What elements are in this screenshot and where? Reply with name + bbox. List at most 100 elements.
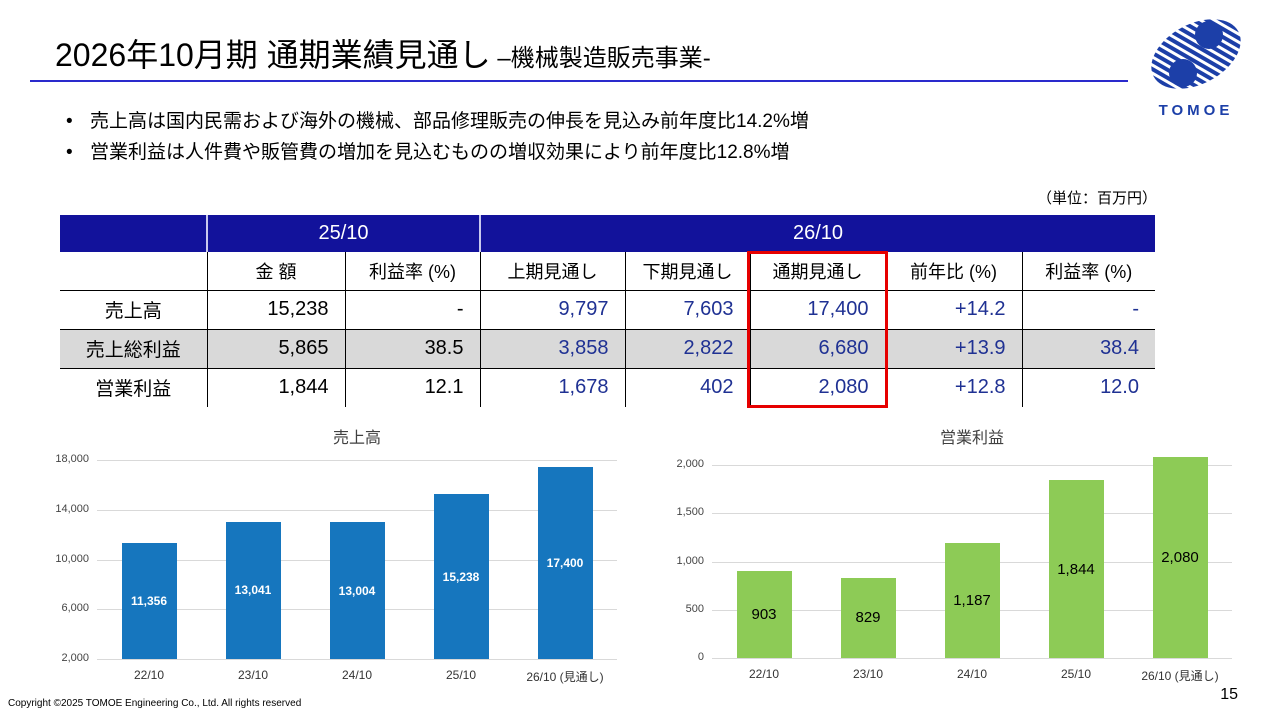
table-cell: 1,678	[479, 367, 625, 407]
table-cell: -	[344, 290, 480, 329]
x-tick-label: 25/10	[445, 668, 477, 682]
logo-wordmark: TOMOE	[1158, 102, 1234, 119]
x-tick-label: 23/10	[237, 668, 269, 682]
bar-value-label: 17,400	[546, 556, 584, 571]
bar-value-label: 903	[751, 605, 777, 623]
col-header: 利益率 (%)	[344, 252, 480, 291]
table-cell: 38.4	[1021, 328, 1155, 368]
bar-value-label: 1,844	[1057, 560, 1095, 578]
table-corner-cell	[60, 252, 207, 291]
table-row: 売上総利益 5,865 38.5 3,858 2,822 6,680 +13.9…	[60, 328, 1155, 368]
col-header: 前年比 (%)	[884, 252, 1022, 291]
x-tick-label: 23/10	[852, 667, 884, 681]
copyright-text: Copyright ©2025 TOMOE Engineering Co., L…	[8, 698, 302, 709]
bullet-icon: •	[66, 111, 73, 132]
col-header: 下期見通し	[624, 252, 750, 291]
summary-bullets: • 売上高は国内民需および海外の機械、部品修理販売の伸長を見込み前年度比14.2…	[66, 106, 809, 168]
table-cell: 12.0	[1021, 367, 1155, 407]
col-header: 利益率 (%)	[1021, 252, 1155, 291]
slide-title-sub: –機械製造販売事業-	[490, 45, 711, 72]
bullet-icon: •	[66, 142, 73, 163]
table-cell: 5,865	[206, 328, 345, 368]
bar: 903	[736, 570, 792, 658]
table-cell: 2,822	[624, 328, 750, 368]
bar: 829	[840, 578, 896, 658]
bar: 15,238	[433, 494, 489, 659]
y-tick-label: 0	[697, 651, 704, 663]
sales-bar-chart: 売上高 2,000 6,000 10,000 14,000 18,000 11,356 22…	[35, 423, 635, 695]
y-tick-label: 2,000	[61, 652, 89, 664]
financial-table: 25/10 26/10 金 額 利益率 (%) 上期見通し 下期見通し 通期見通…	[60, 215, 1155, 407]
company-logo: TOMOE	[1142, 14, 1250, 119]
table-group-header-row: 25/10 26/10	[60, 215, 1155, 252]
bar: 2,080	[1152, 457, 1208, 658]
table-cell: 7,603	[624, 290, 750, 329]
col-header: 通期見通し	[749, 252, 885, 291]
x-tick-label: 25/10	[1060, 667, 1092, 681]
unit-note: （単位：百万円）	[1036, 190, 1157, 207]
operating-profit-bar-chart: 営業利益 0 500 1,000 1,500 2,000 903 22/10 829 23/10…	[650, 423, 1250, 695]
y-tick-label: 6,000	[61, 602, 89, 615]
table-cell: 17,400	[749, 290, 885, 329]
bar-value-label: 15,238	[442, 569, 480, 584]
row-label: 営業利益	[60, 367, 207, 407]
table-cell: 1,844	[206, 367, 345, 407]
y-tick-label: 1,000	[676, 554, 704, 567]
title-underline	[30, 80, 1128, 82]
bar-value-label: 829	[855, 609, 881, 627]
table-cell: 12.1	[344, 367, 480, 407]
gridline	[712, 658, 1232, 659]
table-cell: +13.9	[884, 328, 1022, 368]
bar: 1,844	[1048, 480, 1104, 658]
x-tick-label: 26/10 (見通し)	[526, 670, 604, 684]
y-tick-label: 10,000	[55, 552, 89, 565]
chart-title: 売上高	[332, 430, 381, 447]
table-cell: -	[1021, 290, 1155, 329]
x-tick-label: 26/10 (見通し)	[1141, 669, 1219, 683]
row-label: 売上高	[104, 301, 162, 322]
x-tick-label: 24/10	[956, 667, 988, 681]
row-label: 売上総利益	[60, 328, 207, 368]
chart-title: 営業利益	[939, 430, 1004, 447]
table-row: 売上高 15,238 - 9,797 7,603 17,400 +14.2 -	[60, 290, 1155, 329]
bullet-text: 営業利益は人件費や販管費の増加を見込むものの増収効果により前年度比12.8%増	[90, 142, 790, 163]
y-tick-label: 500	[685, 602, 704, 615]
table-cell: 9,797	[479, 290, 625, 329]
bar-value-label: 1,187	[953, 592, 991, 610]
gridline	[712, 513, 1232, 515]
x-tick-label: 22/10	[133, 668, 165, 682]
table-column-header-row: 金 額 利益率 (%) 上期見通し 下期見通し 通期見通し 前年比 (%) 利益…	[60, 252, 1155, 291]
y-tick-label: 14,000	[55, 502, 89, 515]
bar: 11,356	[121, 542, 177, 659]
table-cell: 402	[624, 367, 750, 407]
bar-value-label: 2,080	[1161, 549, 1199, 567]
bullet-text: 売上高は国内民需および海外の機械、部品修理販売の伸長を見込み前年度比14.2%増	[90, 111, 809, 132]
page-number: 15	[1220, 686, 1238, 703]
gridline	[97, 509, 617, 511]
bar-value-label: 13,004	[338, 583, 376, 598]
gridline	[97, 659, 617, 660]
table-cell: 6,680	[749, 328, 885, 368]
table-cell: 2,080	[749, 367, 885, 407]
slide-title: 2026年10月期 通期業績見通し –機械製造販売事業-	[55, 30, 711, 76]
col-header: 上期見通し	[479, 252, 625, 291]
group-header: 26/10	[479, 215, 1155, 252]
bullet-item: • 営業利益は人件費や販管費の増加を見込むものの増収効果により前年度比12.8%…	[66, 137, 809, 168]
bar-value-label: 11,356	[130, 593, 168, 608]
slide-title-main: 2026年10月期 通期業績見通し	[55, 37, 491, 73]
x-tick-label: 24/10	[341, 668, 373, 682]
col-header: 金 額	[206, 252, 345, 291]
table-corner-cell	[60, 215, 207, 252]
bar: 13,041	[225, 521, 281, 659]
bar: 1,187	[944, 543, 1000, 658]
bar-value-label: 13,041	[234, 583, 272, 598]
table-cell: 3,858	[479, 328, 625, 368]
gridline	[712, 465, 1232, 466]
table-row: 営業利益 1,844 12.1 1,678 402 2,080 +12.8 12…	[60, 367, 1155, 407]
group-header: 25/10	[206, 215, 480, 252]
table-cell: +12.8	[884, 367, 1022, 407]
bullet-item: • 売上高は国内民需および海外の機械、部品修理販売の伸長を見込み前年度比14.2…	[66, 106, 809, 137]
table-cell: +14.2	[884, 290, 1022, 329]
bar: 17,400	[537, 467, 593, 659]
tomoe-logo-icon	[1151, 19, 1241, 89]
